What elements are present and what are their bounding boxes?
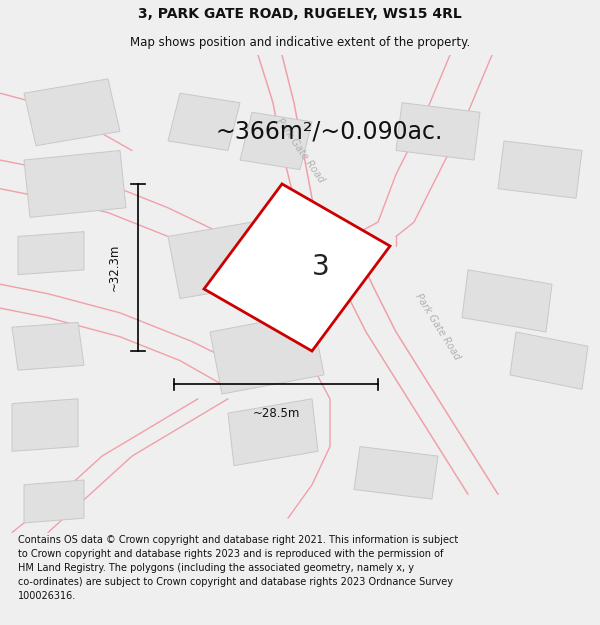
- Polygon shape: [210, 313, 324, 394]
- Polygon shape: [396, 102, 480, 160]
- Polygon shape: [24, 151, 126, 218]
- Polygon shape: [18, 232, 84, 274]
- Polygon shape: [204, 184, 390, 351]
- Polygon shape: [240, 112, 312, 169]
- Text: Map shows position and indicative extent of the property.: Map shows position and indicative extent…: [130, 36, 470, 49]
- Polygon shape: [510, 332, 588, 389]
- Polygon shape: [12, 322, 84, 370]
- Polygon shape: [462, 270, 552, 332]
- Polygon shape: [354, 446, 438, 499]
- Text: Park Gate Road: Park Gate Road: [413, 292, 463, 362]
- Polygon shape: [168, 93, 240, 151]
- Polygon shape: [498, 141, 582, 198]
- Text: Park Gate Road: Park Gate Road: [274, 116, 326, 184]
- Text: ~366m²/~0.090ac.: ~366m²/~0.090ac.: [216, 119, 443, 143]
- Text: ~32.3m: ~32.3m: [107, 244, 121, 291]
- Text: 3: 3: [312, 254, 330, 281]
- Text: 3, PARK GATE ROAD, RUGELEY, WS15 4RL: 3, PARK GATE ROAD, RUGELEY, WS15 4RL: [138, 7, 462, 21]
- Polygon shape: [24, 480, 84, 523]
- Polygon shape: [168, 222, 264, 299]
- Text: ~28.5m: ~28.5m: [253, 407, 299, 419]
- Polygon shape: [228, 399, 318, 466]
- Text: Contains OS data © Crown copyright and database right 2021. This information is : Contains OS data © Crown copyright and d…: [18, 535, 458, 601]
- Polygon shape: [12, 399, 78, 451]
- Polygon shape: [24, 79, 120, 146]
